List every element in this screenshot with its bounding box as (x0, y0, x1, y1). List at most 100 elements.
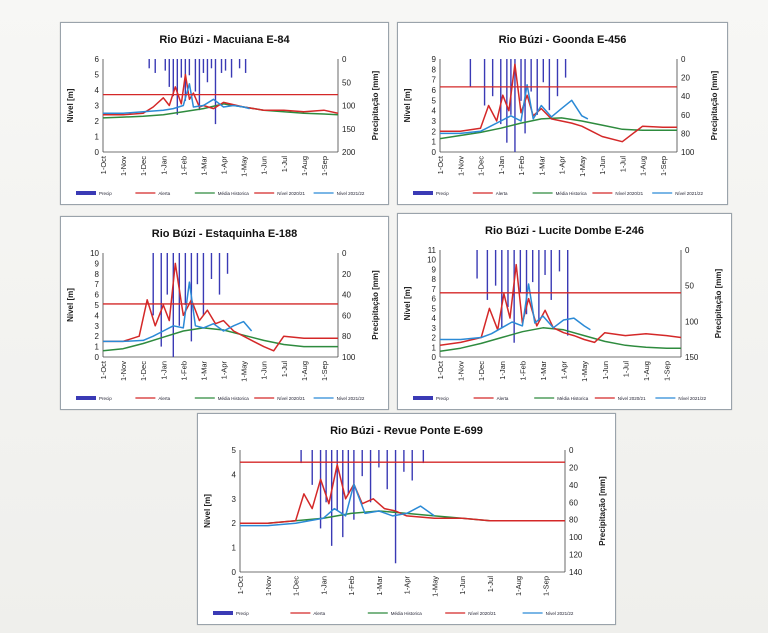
c3-ytick: 0 (432, 353, 437, 362)
c0-series-m-dia-historica (103, 103, 338, 119)
c1-xtick: 1-Nov (456, 156, 465, 176)
c1-legend-label: Precip (436, 191, 449, 196)
c1-ytick: 1 (432, 138, 437, 147)
c4-xtick: 1-May (430, 576, 439, 597)
c2-xtick: 1-Aug (300, 361, 309, 381)
chart-panel-macuiana: Rio Búzi - Macuiana E-84 0 1 2 3 4 5 6 0 50 100 150… (60, 22, 389, 205)
c2-legend-label: Nível 2021/22 (337, 396, 365, 401)
c1-legend-label: Média Historica (556, 191, 588, 196)
c3-xtick: 1-Dec (477, 361, 486, 381)
chart-panel-goonda: Rio Búzi - Goonda E-456 0 1 2 3 4 5 6 7 8 9 0 20 40 60… (397, 22, 728, 205)
c1-ytick: 2 (432, 127, 437, 136)
c3-legend-label: Nível 2020/21 (618, 396, 646, 401)
c3-ytick: 10 (427, 256, 436, 265)
c2-xtick: 1-Jul (280, 361, 289, 378)
c2-xtick: 1-Sep (320, 361, 329, 381)
c1-xtick: 1-Jun (598, 156, 607, 175)
c3-ylabel: Nível [m] (403, 286, 412, 320)
c2-series-n-vel-2021-22 (103, 281, 253, 343)
c3-xtick: 1-Mar (539, 361, 548, 381)
c1-ytick: 6 (432, 86, 437, 95)
c2-y2tick: 0 (342, 249, 347, 258)
chart-macuiana: Rio Búzi - Macuiana E-84 0 1 2 3 4 5 6 0 50 100 150… (66, 34, 380, 196)
c2-y2tick: 80 (342, 332, 351, 341)
c1-series-m-dia-historica (440, 117, 677, 140)
c0-xtick: 1-Feb (179, 156, 188, 176)
c3-ytick: 1 (432, 343, 437, 352)
c4-ytick: 4 (232, 470, 237, 479)
c0-xtick: 1-Nov (119, 156, 128, 176)
c1-series-n-vel-2021-22 (440, 84, 589, 135)
c0-series-n-vel-2020-21 (103, 73, 338, 116)
c0-xtick: 1-May (240, 156, 249, 177)
c0-y2tick: 150 (342, 125, 356, 134)
c0-ylabel: Nível [m] (66, 88, 75, 122)
c4-xtick: 1-Dec (292, 576, 301, 596)
c1-y2tick: 60 (681, 111, 690, 120)
c4-legend-label: Nível 2020/21 (468, 611, 496, 616)
c0-legend-label: Nível 2020/21 (277, 191, 305, 196)
c2-xtick: 1-Mar (199, 361, 208, 381)
c4-legend-swatch (213, 611, 233, 615)
c1-title: Rio Búzi - Goonda E-456 (499, 34, 627, 46)
c0-xtick: 1-Jun (260, 156, 269, 175)
c1-legend-swatch (413, 191, 433, 195)
c0-ytick: 4 (95, 86, 100, 95)
c3-legend-swatch (413, 396, 433, 400)
c1-legend-label: Nível 2021/22 (675, 191, 703, 196)
c2-ytick: 3 (95, 322, 100, 331)
c3-legend-label: Média Historica (557, 396, 589, 401)
c1-xtick: 1-May (578, 156, 587, 177)
c4-xtick: 1-Jul (486, 576, 495, 593)
chart-revue-ponte: Rio Búzi - Revue Ponte E-699 0 1 2 3 4 5 0 20 40 6… (203, 425, 607, 616)
c1-xtick: 1-Jan (497, 156, 506, 175)
c1-xtick: 1-Sep (659, 156, 668, 176)
c4-xtick: 1-Nov (264, 576, 273, 596)
c4-legend-label: Nível 2021/22 (546, 611, 574, 616)
c2-xtick: 1-May (240, 361, 249, 382)
c0-xtick: 1-Sep (320, 156, 329, 176)
c3-ytick: 7 (432, 285, 437, 294)
c4-y2tick: 60 (569, 498, 578, 507)
c4-xtick: 1-Oct (236, 575, 245, 594)
c4-y2tick: 100 (569, 533, 583, 542)
c4-plot-area (240, 450, 565, 564)
c3-y2tick: 0 (685, 246, 690, 255)
c0-y2tick: 100 (342, 102, 356, 111)
c1-y2tick: 100 (681, 148, 695, 157)
c1-legend-label: Nível 2020/21 (615, 191, 643, 196)
c2-y2tick: 100 (342, 353, 356, 362)
c0-plot-area (103, 59, 338, 125)
c2-ytick: 4 (95, 311, 100, 320)
c2-legend-label: Precip (99, 396, 112, 401)
c0-xtick: 1-Dec (139, 156, 148, 176)
c3-ytick: 9 (432, 265, 437, 274)
chart-panel-revue-ponte: Rio Búzi - Revue Ponte E-699 0 1 2 3 4 5 0 20 40 6… (197, 413, 616, 625)
c1-xtick: 1-Dec (477, 156, 486, 176)
c4-series-n-vel-2020-21 (240, 463, 565, 524)
c0-y2label: Precipitação [mm] (371, 70, 380, 140)
c0-xtick: 1-Jul (280, 156, 289, 173)
c2-ytick: 8 (95, 270, 100, 279)
c4-xtick: 1-Apr (403, 576, 412, 595)
c2-ytick: 10 (90, 249, 99, 258)
c0-ytick: 3 (95, 102, 100, 111)
c3-xtick: 1-Jan (498, 361, 507, 380)
c2-legend-label: Alerta (158, 396, 170, 401)
c4-ytick: 2 (232, 519, 237, 528)
c1-xtick: 1-Oct (436, 155, 445, 174)
c1-ylabel: Nível [m] (403, 88, 412, 122)
c1-xtick: 1-Apr (558, 156, 567, 175)
c0-ytick: 1 (95, 133, 100, 142)
c4-legend-label: Precip (236, 611, 249, 616)
c3-y2tick: 100 (685, 317, 699, 326)
c0-ytick: 0 (95, 148, 100, 157)
c3-ytick: 11 (428, 246, 437, 255)
c1-ytick: 3 (432, 117, 437, 126)
c0-xtick: 1-Jan (159, 156, 168, 175)
c2-xtick: 1-Nov (119, 361, 128, 381)
c2-xtick: 1-Dec (139, 361, 148, 381)
c2-ytick: 7 (95, 280, 100, 289)
c0-y2tick: 200 (342, 148, 356, 157)
c2-title: Rio Búzi - Estaquinha E-188 (152, 228, 297, 240)
